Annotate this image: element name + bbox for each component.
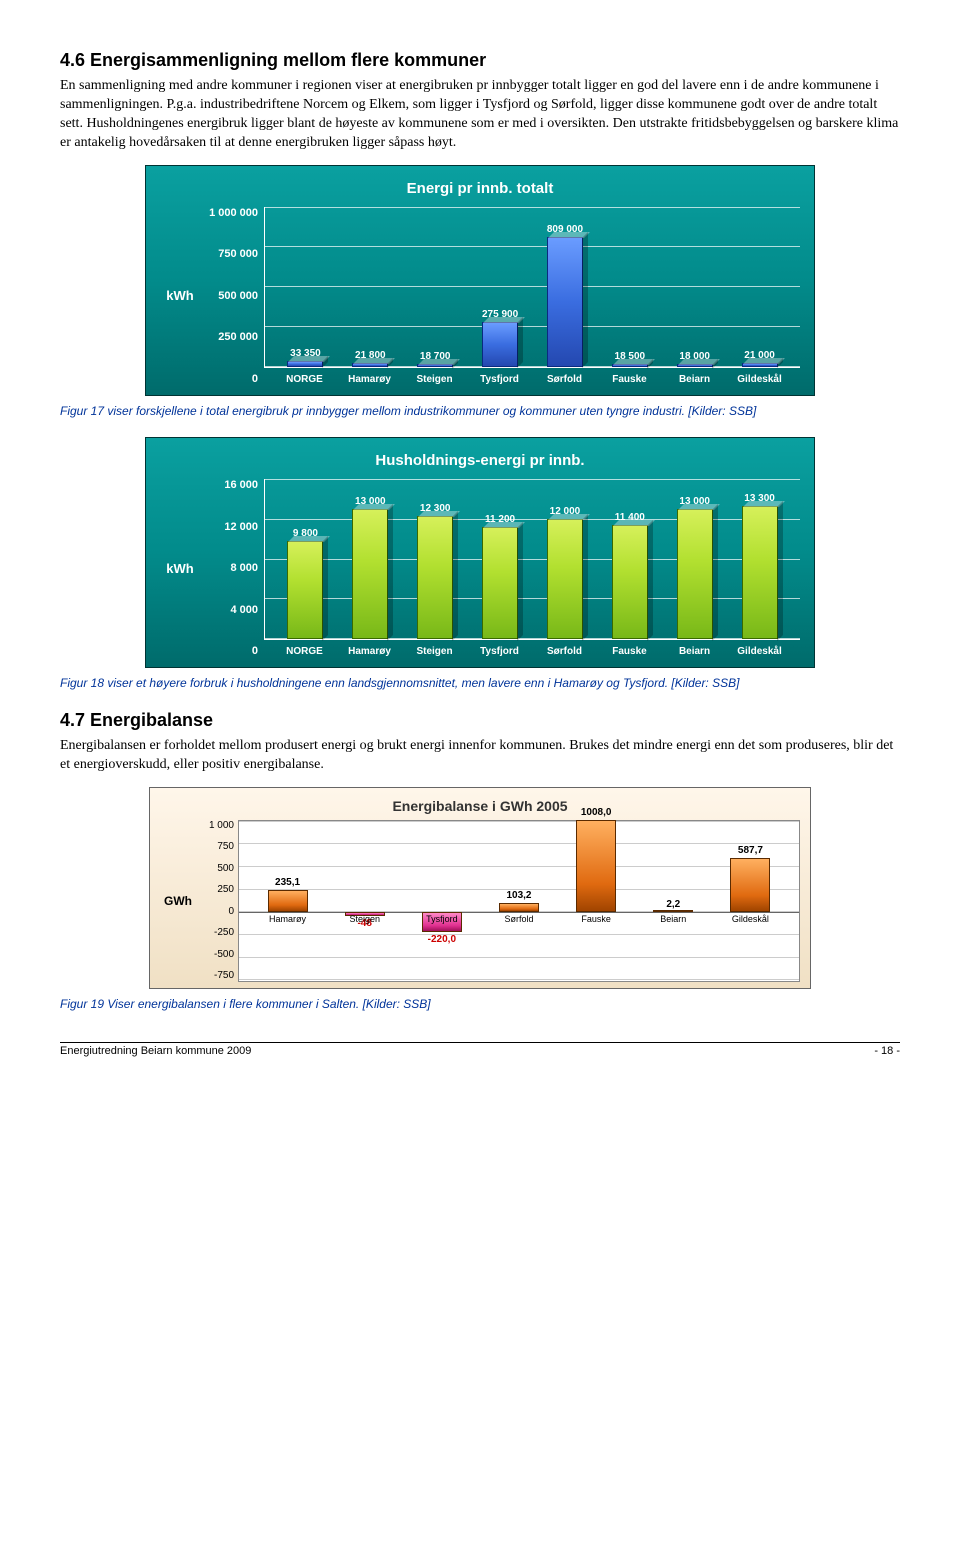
chart2-title: Husholdnings-energi pr innb. xyxy=(160,452,800,469)
x-tick-label: Beiarn xyxy=(669,646,721,657)
bar xyxy=(677,364,713,367)
chart2-yticks: 16 000 12 000 8 000 4 000 0 xyxy=(200,479,264,657)
bar xyxy=(499,903,539,912)
chart1-yticks: 1 000 000 750 000 500 000 250 000 0 xyxy=(200,207,264,385)
bar xyxy=(612,525,648,639)
x-tick-label: Gildeskål xyxy=(734,646,786,657)
bar-value-label: 235,1 xyxy=(275,877,300,888)
x-tick-label: Beiarn xyxy=(669,374,721,385)
x-tick-label: Fauske xyxy=(604,646,656,657)
bar xyxy=(287,541,323,639)
bar-col: 103,2 Sørfold xyxy=(487,821,551,981)
x-tick-label: Sørfold xyxy=(539,374,591,385)
x-tick-label: NORGE xyxy=(279,646,331,657)
bar-col: 21 800 xyxy=(344,350,396,366)
bar-col: 13 000 xyxy=(344,496,396,639)
chart3-title: Energibalanse i GWh 2005 xyxy=(160,798,800,814)
bar-col: 21 000 xyxy=(734,350,786,366)
x-tick-label: Fauske xyxy=(581,914,611,924)
x-tick-label: Hamarøy xyxy=(344,646,396,657)
bar-col: 587,7 Gildeskål xyxy=(718,821,782,981)
bar-col: 13 000 xyxy=(669,496,721,639)
bar xyxy=(417,516,453,639)
x-tick-label: NORGE xyxy=(279,374,331,385)
chart1-title: Energi pr innb. totalt xyxy=(160,180,800,197)
bar xyxy=(742,506,778,639)
bar xyxy=(742,363,778,366)
bar-col: 11 400 xyxy=(604,512,656,639)
page-footer: Energiutredning Beiarn kommune 2009 - 18… xyxy=(60,1042,900,1057)
caption-fig17: Figur 17 viser forskjellene i total ener… xyxy=(60,404,900,420)
chart-energy-per-capita-total: Energi pr innb. totalt kWh 1 000 000 750… xyxy=(145,165,815,396)
x-tick-label: Hamarøy xyxy=(269,914,306,924)
bar xyxy=(352,509,388,639)
x-tick-label: Tysfjord xyxy=(426,914,458,924)
x-tick-label: Steigen xyxy=(409,374,461,385)
bar-value-label: 103,2 xyxy=(506,890,531,901)
footer-page-number: - 18 - xyxy=(874,1045,900,1057)
chart3-ylabel: GWh xyxy=(160,820,196,982)
bar-col: 235,1 Hamarøy xyxy=(256,821,320,981)
x-tick-label: Gildeskål xyxy=(732,914,769,924)
section-4-7-heading: 4.7 Energibalanse xyxy=(60,710,900,731)
bar xyxy=(576,820,616,912)
bar xyxy=(612,364,648,367)
x-tick-label: Steigen xyxy=(349,914,380,924)
section-4-7-body: Energibalansen er forholdet mellom produ… xyxy=(60,737,900,775)
bar-col: 18 700 xyxy=(409,351,461,367)
x-tick-label: Sørfold xyxy=(539,646,591,657)
bar xyxy=(677,509,713,639)
bar xyxy=(287,361,323,366)
bar-value-label: 1008,0 xyxy=(581,807,612,818)
bar xyxy=(547,237,583,366)
bar-col: 2,2 Beiarn xyxy=(641,821,705,981)
bar xyxy=(417,364,453,367)
x-tick-label: Tysfjord xyxy=(474,374,526,385)
bar-col: 18 000 xyxy=(669,351,721,367)
chart3-yticks: 1 000 750 500 250 0 -250 -500 -750 xyxy=(196,820,238,982)
bar xyxy=(268,890,308,911)
bar-col: -220,0 Tysfjord xyxy=(410,821,474,981)
bar-col: 809 000 xyxy=(539,224,591,366)
bar-col: 275 900 xyxy=(474,309,526,366)
x-tick-label: Sørfold xyxy=(504,914,533,924)
bar xyxy=(730,858,770,912)
x-tick-label: Steigen xyxy=(409,646,461,657)
caption-fig19: Figur 19 Viser energibalansen i flere ko… xyxy=(60,997,900,1013)
bar-col: 18 500 xyxy=(604,351,656,367)
bar-col: 11 200 xyxy=(474,514,526,639)
bar-value-label: -220,0 xyxy=(428,934,456,945)
chart-energy-balance: Energibalanse i GWh 2005 GWh 1 000 750 5… xyxy=(149,787,811,989)
chart2-ylabel: kWh xyxy=(160,479,200,657)
bar-col: 13 300 xyxy=(734,493,786,639)
bar xyxy=(482,527,518,639)
chart1-ylabel: kWh xyxy=(160,207,200,385)
bar-col: 9 800 xyxy=(279,528,331,639)
x-tick-label: Beiarn xyxy=(660,914,686,924)
section-4-6-heading: 4.6 Energisammenligning mellom flere kom… xyxy=(60,50,900,71)
bar xyxy=(653,910,693,912)
x-tick-label: Fauske xyxy=(604,374,656,385)
bar-col: 12 000 xyxy=(539,506,591,639)
x-tick-label: Hamarøy xyxy=(344,374,396,385)
bar xyxy=(352,363,388,366)
chart-household-energy-per-capita: Husholdnings-energi pr innb. kWh 16 000 … xyxy=(145,437,815,668)
bar-col: -48Steigen xyxy=(333,821,397,981)
bar xyxy=(547,519,583,639)
bar xyxy=(482,322,518,366)
bar-col: 33 350 xyxy=(279,348,331,366)
bar-col: 12 300 xyxy=(409,503,461,639)
x-tick-label: Tysfjord xyxy=(474,646,526,657)
footer-doc-title: Energiutredning Beiarn kommune 2009 xyxy=(60,1045,251,1057)
x-tick-label: Gildeskål xyxy=(734,374,786,385)
caption-fig18: Figur 18 viser et høyere forbruk i husho… xyxy=(60,676,900,692)
bar-col: 1008,0Fauske xyxy=(564,821,628,981)
bar-value-label: 587,7 xyxy=(738,845,763,856)
section-4-6-body: En sammenligning med andre kommuner i re… xyxy=(60,77,900,153)
bar-value-label: 2,2 xyxy=(666,899,680,910)
